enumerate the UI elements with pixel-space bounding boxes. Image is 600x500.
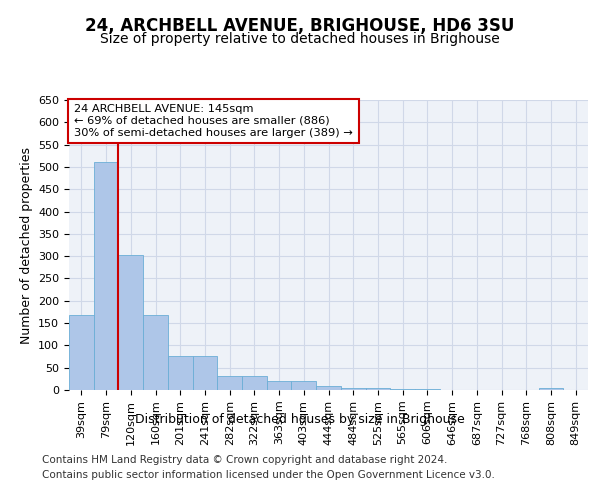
Text: Size of property relative to detached houses in Brighouse: Size of property relative to detached ho… bbox=[100, 32, 500, 46]
Y-axis label: Number of detached properties: Number of detached properties bbox=[20, 146, 32, 344]
Text: 24, ARCHBELL AVENUE, BRIGHOUSE, HD6 3SU: 24, ARCHBELL AVENUE, BRIGHOUSE, HD6 3SU bbox=[85, 18, 515, 36]
Bar bbox=[242, 376, 267, 390]
Bar bbox=[390, 389, 415, 390]
Text: Distribution of detached houses by size in Brighouse: Distribution of detached houses by size … bbox=[135, 412, 465, 426]
Bar bbox=[341, 388, 365, 390]
Bar bbox=[316, 386, 341, 390]
Text: 24 ARCHBELL AVENUE: 145sqm
← 69% of detached houses are smaller (886)
30% of sem: 24 ARCHBELL AVENUE: 145sqm ← 69% of deta… bbox=[74, 104, 353, 138]
Text: Contains public sector information licensed under the Open Government Licence v3: Contains public sector information licen… bbox=[42, 470, 495, 480]
Bar bbox=[267, 381, 292, 390]
Bar bbox=[69, 315, 94, 390]
Bar bbox=[415, 389, 440, 390]
Bar bbox=[292, 381, 316, 390]
Bar bbox=[365, 388, 390, 390]
Text: Contains HM Land Registry data © Crown copyright and database right 2024.: Contains HM Land Registry data © Crown c… bbox=[42, 455, 448, 465]
Bar bbox=[143, 315, 168, 390]
Bar bbox=[168, 356, 193, 390]
Bar bbox=[217, 376, 242, 390]
Bar bbox=[118, 256, 143, 390]
Bar bbox=[193, 356, 217, 390]
Bar bbox=[94, 162, 118, 390]
Bar bbox=[539, 388, 563, 390]
